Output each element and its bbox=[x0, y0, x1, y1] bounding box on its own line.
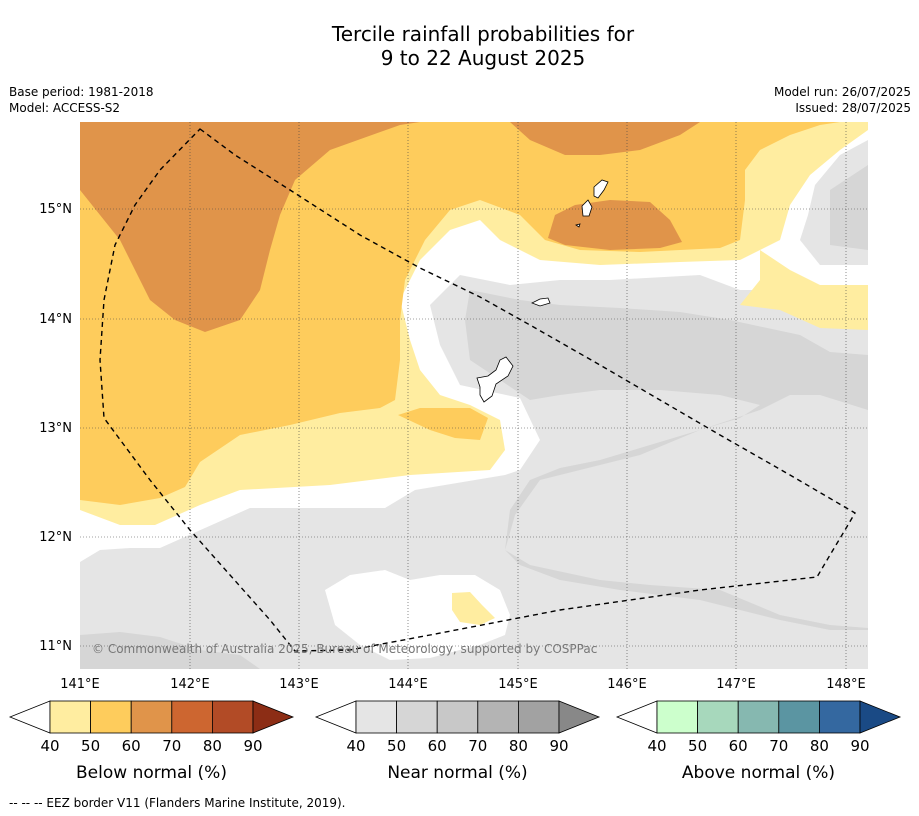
colorbar-near: 40 50 60 70 80 90 Near normal (%) bbox=[314, 700, 601, 783]
islands bbox=[476, 179, 609, 403]
colorbar-above-segment bbox=[656, 700, 698, 734]
lon-label-146: 146°E bbox=[607, 677, 647, 692]
colorbar-above-segment bbox=[819, 700, 861, 734]
colorbar-below-tick-label: 70 bbox=[162, 737, 181, 755]
near-normal-50-60-south bbox=[80, 632, 260, 669]
model-name: Model: ACCESS-S2 bbox=[9, 101, 121, 115]
lon-label-141: 141°E bbox=[60, 677, 100, 692]
colorbar-below-segment bbox=[49, 700, 91, 734]
lat-label-11: 11°N bbox=[39, 639, 72, 654]
colorbar-above-tick-label: 60 bbox=[729, 737, 748, 755]
below-normal-40-50-east bbox=[740, 250, 868, 330]
guam-island bbox=[476, 356, 514, 403]
lon-label-145: 145°E bbox=[498, 677, 538, 692]
colorbar-below: 40 50 60 70 80 90 Below normal (%) bbox=[8, 700, 295, 783]
colorbar-near-segment bbox=[355, 700, 397, 734]
colorbar-above-title: Above normal (%) bbox=[682, 763, 835, 783]
colorbar-near-under-arrow bbox=[314, 700, 357, 734]
model-run: Model run: 26/07/2025 bbox=[773, 85, 911, 99]
colorbar-below-tick-label: 60 bbox=[122, 737, 141, 755]
colorbar-above-tick-label: 80 bbox=[810, 737, 829, 755]
lat-label-14: 14°N bbox=[39, 312, 72, 327]
colorbar-near-tick-label: 70 bbox=[468, 737, 487, 755]
lat-labels: 15°N 14°N 13°N 12°N 11°N bbox=[39, 202, 72, 654]
map-title: Tercile rainfall probabilities for 9 to … bbox=[0, 22, 919, 70]
colorbar-above-over-arrow bbox=[859, 700, 902, 734]
colorbar-above-segment bbox=[697, 700, 739, 734]
colorbar-below-title: Below normal (%) bbox=[76, 763, 227, 783]
colorbar-near-tick-label: 90 bbox=[549, 737, 568, 755]
colorbar-near-tick-label: 50 bbox=[387, 737, 406, 755]
colorbar-above-segment bbox=[737, 700, 780, 734]
below-normal-60-70-west bbox=[80, 122, 420, 332]
lon-label-148: 148°E bbox=[826, 677, 866, 692]
colorbar-below-over-arrow bbox=[252, 700, 295, 734]
colorbar-above: 40 50 60 70 80 90 Above normal (%) bbox=[615, 700, 902, 783]
colorbar-above-tick-label: 90 bbox=[850, 737, 869, 755]
lat-label-13: 13°N bbox=[39, 421, 72, 436]
lon-label-142: 142°E bbox=[170, 677, 210, 692]
colorbars: 40 50 60 70 80 90 Below normal (%) 40 50 60 70 80 90… bbox=[8, 700, 902, 783]
colorbar-near-segment bbox=[436, 700, 479, 734]
near-normal-50-60-region bbox=[465, 290, 868, 630]
colorbar-above-under-arrow bbox=[615, 700, 658, 734]
copyright-text: © Commonwealth of Australia 2025, Bureau… bbox=[92, 642, 597, 656]
colorbar-near-segment bbox=[396, 700, 438, 734]
graticule bbox=[80, 122, 868, 669]
eez-footnote: -- -- -- EEZ border V11 (Flanders Marine… bbox=[9, 796, 346, 810]
below-normal-40-50-patch bbox=[452, 592, 495, 625]
probability-field bbox=[80, 122, 868, 669]
rota-island bbox=[531, 297, 551, 307]
colorbar-below-tick-label: 50 bbox=[81, 737, 100, 755]
colorbar-near-tick-label: 80 bbox=[509, 737, 528, 755]
colorbar-above-segment bbox=[778, 700, 820, 734]
lat-label-15: 15°N bbox=[39, 202, 72, 217]
lat-label-12: 12°N bbox=[39, 530, 72, 545]
title-line-2: 9 to 22 August 2025 bbox=[380, 46, 586, 70]
colorbar-near-segment bbox=[477, 700, 519, 734]
aguijan-island bbox=[575, 223, 581, 228]
below-normal-60-70-north bbox=[510, 122, 700, 155]
meta-right: Model run: 26/07/2025 Issued: 28/07/2025 bbox=[774, 84, 911, 116]
title-line-1: Tercile rainfall probabilities for bbox=[331, 22, 635, 46]
colorbar-near-over-arrow bbox=[558, 700, 601, 734]
colorbar-below-under-arrow bbox=[8, 700, 51, 734]
colorbar-below-segment bbox=[211, 700, 254, 734]
tinian-island bbox=[581, 199, 593, 217]
colorbar-above-tick-label: 70 bbox=[769, 737, 788, 755]
lon-label-144: 144°E bbox=[388, 677, 428, 692]
near-normal-50-60-east bbox=[830, 165, 868, 250]
below-normal-50-60-patch bbox=[398, 408, 488, 440]
colorbar-above-tick-label: 40 bbox=[647, 737, 666, 755]
colorbar-below-tick-label: 40 bbox=[40, 737, 59, 755]
below-normal-60-70-saipan bbox=[548, 200, 682, 250]
base-period: Base period: 1981-2018 bbox=[9, 85, 154, 99]
colorbar-below-tick-label: 80 bbox=[203, 737, 222, 755]
lon-label-147: 147°E bbox=[716, 677, 756, 692]
colorbar-below-tick-label: 90 bbox=[243, 737, 262, 755]
colorbar-near-title: Near normal (%) bbox=[387, 763, 527, 783]
saipan-island bbox=[593, 179, 609, 199]
issued-date: Issued: 28/07/2025 bbox=[795, 101, 911, 115]
colorbar-below-segment bbox=[171, 700, 213, 734]
colorbar-below-segment bbox=[130, 700, 173, 734]
meta-left: Base period: 1981-2018 Model: ACCESS-S2 bbox=[9, 84, 154, 116]
colorbar-near-tick-label: 60 bbox=[428, 737, 447, 755]
colorbar-above-tick-label: 50 bbox=[688, 737, 707, 755]
lon-label-143: 143°E bbox=[279, 677, 319, 692]
colorbar-near-segment bbox=[518, 700, 560, 734]
lon-labels: 141°E 142°E 143°E 144°E 145°E 146°E 147°… bbox=[60, 677, 866, 692]
eez-border bbox=[99, 128, 856, 652]
colorbar-below-segment bbox=[90, 700, 132, 734]
colorbar-near-tick-label: 40 bbox=[346, 737, 365, 755]
